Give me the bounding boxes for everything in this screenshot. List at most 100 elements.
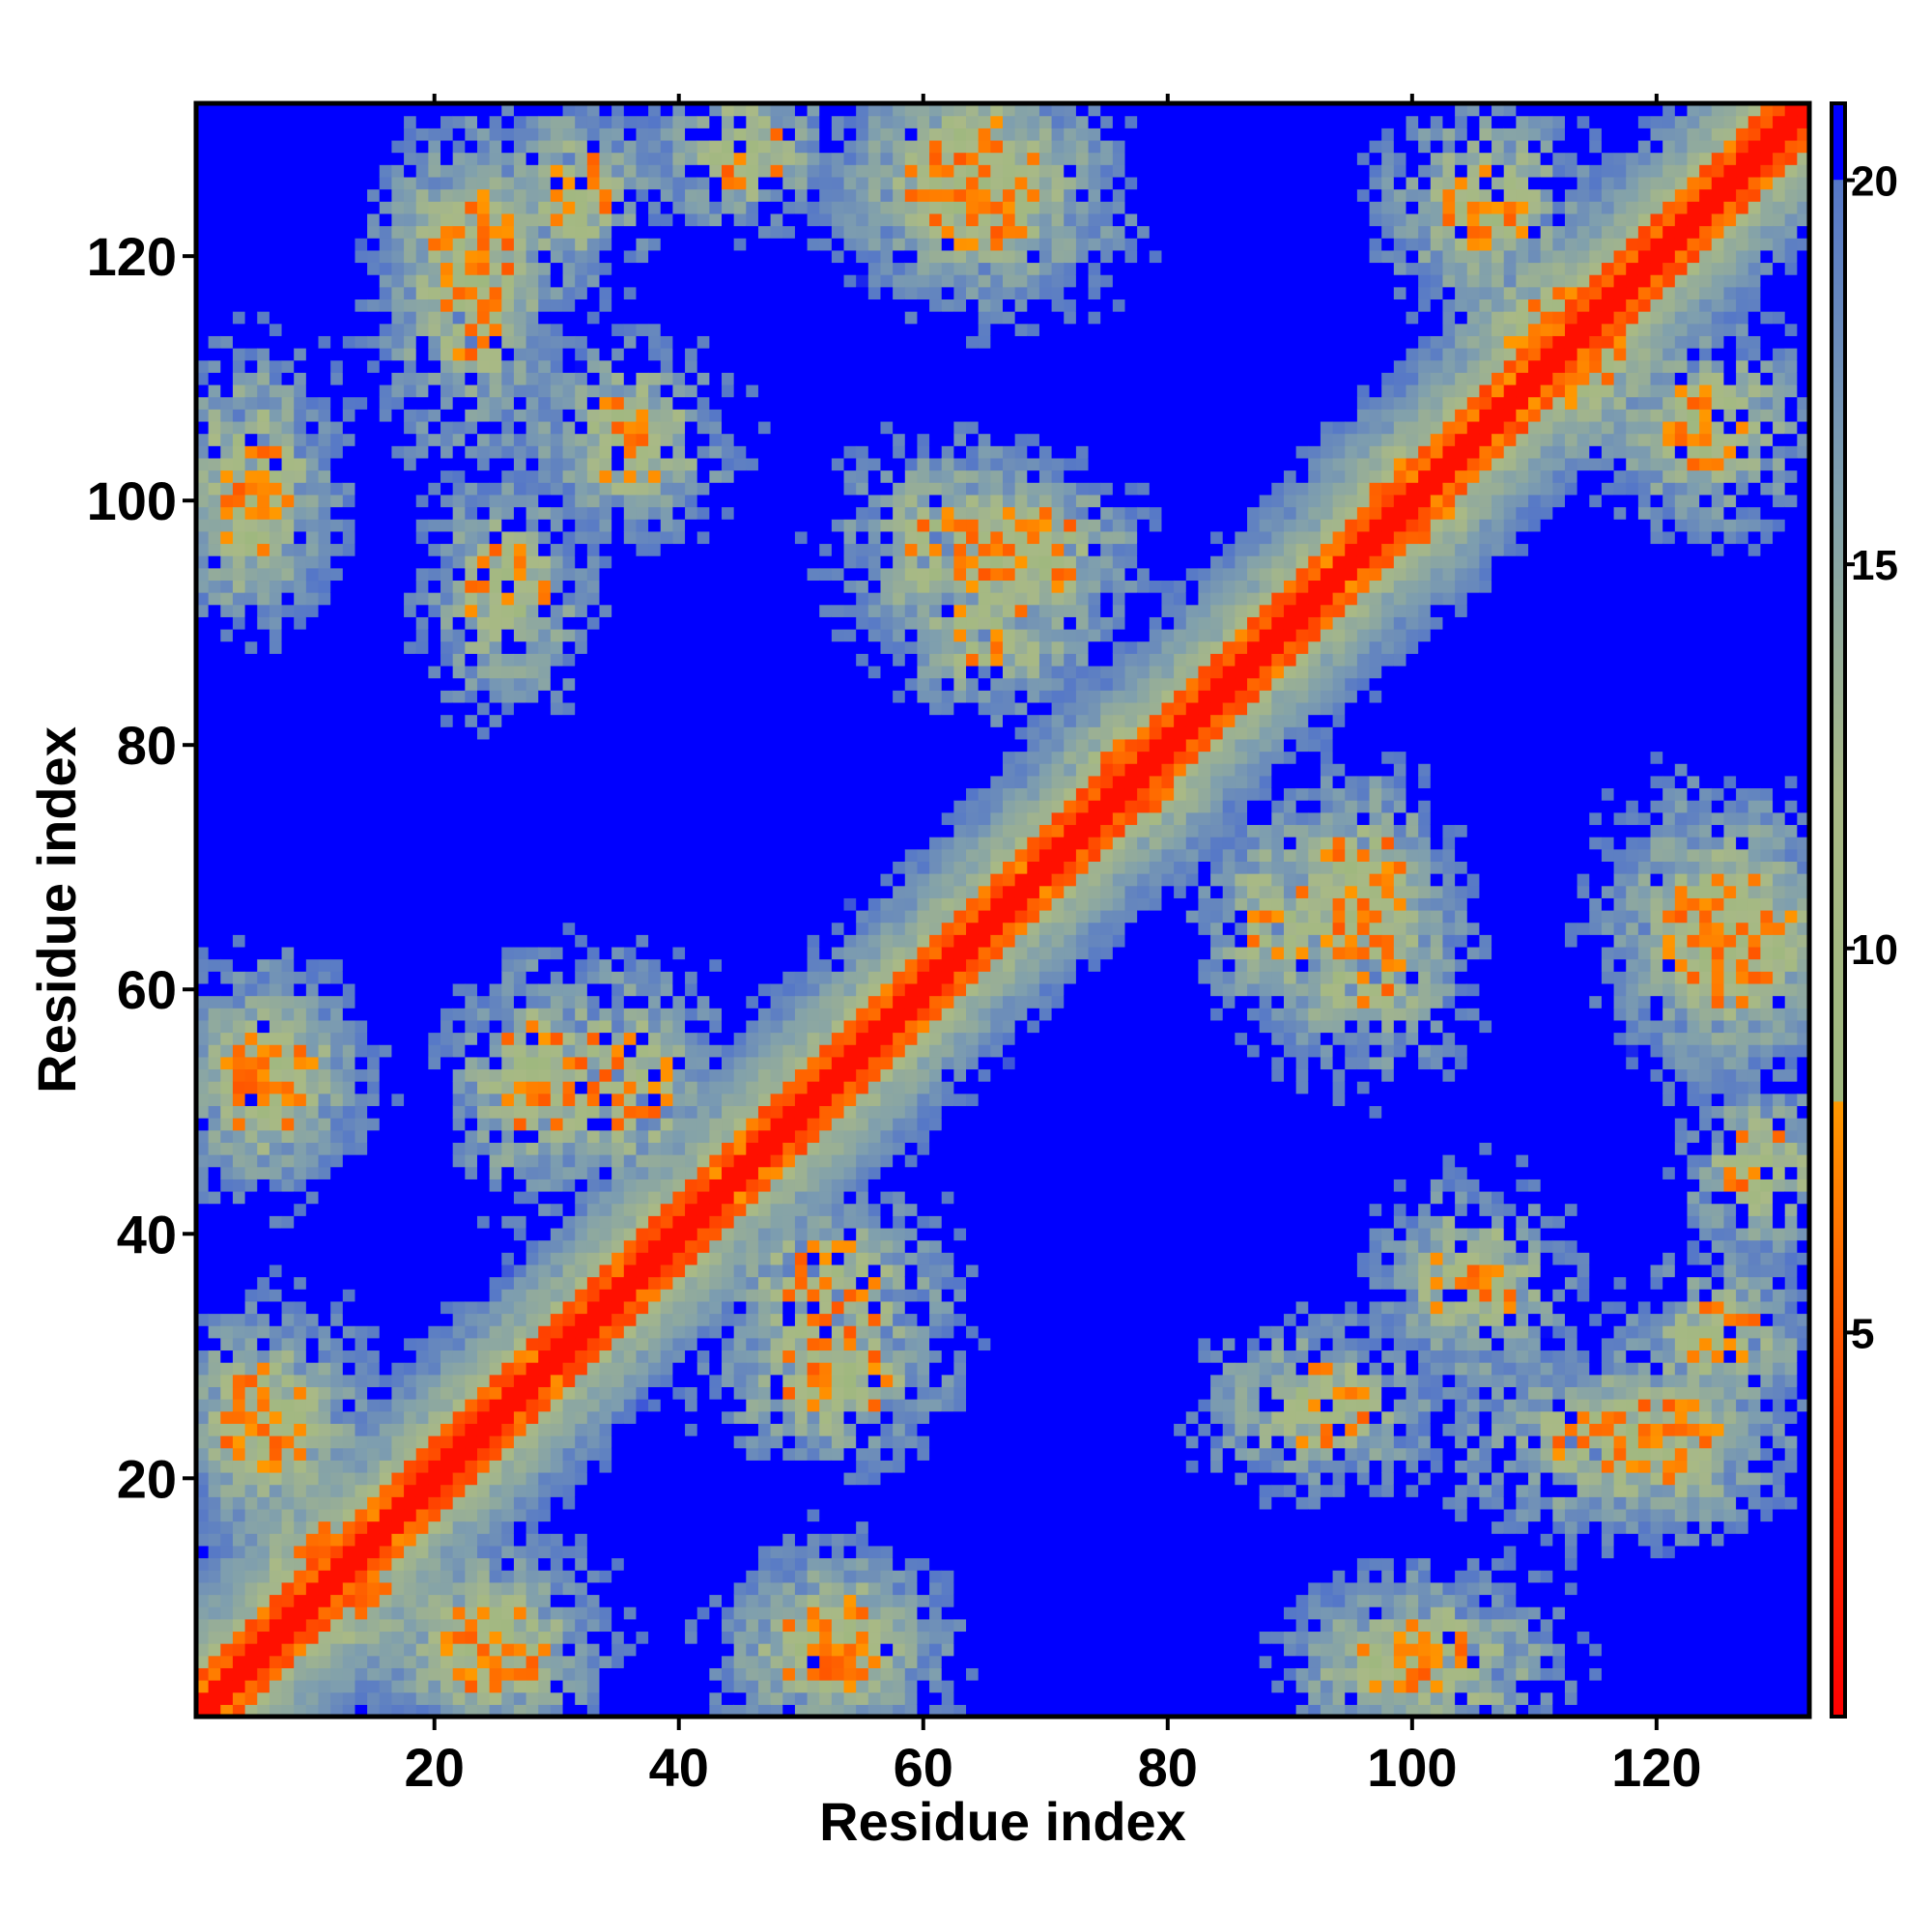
heatmap-cell <box>586 763 601 777</box>
heatmap-cell <box>294 335 307 349</box>
heatmap-cell <box>599 238 612 251</box>
heatmap-cell <box>611 714 625 727</box>
heatmap-cell <box>196 1264 210 1278</box>
heatmap-cell <box>305 286 320 300</box>
heatmap-cell <box>599 1313 612 1326</box>
heatmap-cell <box>599 1093 612 1107</box>
heatmap-cell <box>367 139 381 154</box>
heatmap-cell <box>428 1508 441 1522</box>
heatmap-cell <box>476 1313 491 1326</box>
heatmap-cell <box>379 1276 393 1290</box>
heatmap-cell <box>281 811 295 826</box>
heatmap-cell <box>379 1704 393 1718</box>
heatmap-cell <box>476 653 491 667</box>
heatmap-cell <box>318 1008 331 1021</box>
heatmap-cell <box>611 152 625 165</box>
heatmap-cell <box>476 629 491 642</box>
heatmap-cell <box>648 1044 662 1058</box>
heatmap-cell <box>648 1581 662 1596</box>
heatmap-cell <box>318 982 331 997</box>
heatmap-cell <box>648 1056 662 1070</box>
heatmap-cell <box>538 1704 552 1718</box>
heatmap-cell <box>342 1545 356 1559</box>
heatmap-cell <box>550 1460 564 1473</box>
heatmap-cell <box>257 1203 270 1216</box>
heatmap-cell <box>415 1362 429 1376</box>
heatmap-cell <box>294 1190 307 1205</box>
heatmap-cell <box>526 873 539 887</box>
heatmap-cell <box>330 800 344 813</box>
heatmap-cell <box>599 469 612 483</box>
heatmap-cell <box>575 311 588 325</box>
heatmap-cell <box>294 1227 307 1241</box>
heatmap-cell <box>648 1667 662 1681</box>
heatmap-cell <box>305 1447 320 1461</box>
heatmap-cell <box>599 1154 612 1168</box>
heatmap-cell <box>501 934 515 948</box>
heatmap-cell <box>208 848 221 862</box>
heatmap-cell <box>428 640 441 654</box>
heatmap-cell <box>257 1227 270 1241</box>
heatmap-cell <box>550 1081 564 1094</box>
heatmap-cell <box>208 885 221 898</box>
heatmap-cell <box>220 640 234 654</box>
heatmap-cell <box>367 1008 381 1021</box>
heatmap-cell <box>232 1239 246 1253</box>
heatmap-cell <box>269 653 283 667</box>
heatmap-cell <box>562 1350 576 1363</box>
heatmap-cell <box>269 420 283 435</box>
heatmap-cell <box>330 396 344 410</box>
heatmap-cell <box>428 238 441 251</box>
heatmap-cell <box>513 1631 527 1644</box>
heatmap-cell <box>232 1435 246 1449</box>
heatmap-cell <box>391 188 405 202</box>
heatmap-cell <box>208 433 221 446</box>
heatmap-cell <box>244 103 258 117</box>
heatmap-cell <box>391 726 405 740</box>
heatmap-cell <box>452 1606 466 1620</box>
heatmap-cell <box>611 1081 625 1094</box>
heatmap-cell <box>562 1460 576 1473</box>
heatmap-cell <box>391 543 405 556</box>
heatmap-cell <box>367 152 381 165</box>
heatmap-cell <box>465 1056 478 1070</box>
heatmap-cell <box>318 1337 331 1351</box>
heatmap-cell <box>562 348 576 361</box>
heatmap-cell <box>575 1460 588 1473</box>
heatmap-cell <box>269 738 283 753</box>
heatmap-cell <box>489 1594 502 1607</box>
heatmap-cell <box>294 1118 307 1131</box>
heatmap-cell <box>220 1508 234 1522</box>
heatmap-cell <box>452 1154 466 1168</box>
heatmap-cell <box>501 1594 515 1607</box>
heatmap-cell <box>623 115 638 128</box>
heatmap-cell <box>196 946 210 960</box>
heatmap-cell <box>208 946 221 960</box>
heatmap-cell <box>550 1545 564 1559</box>
heatmap-cell <box>623 1704 638 1718</box>
heatmap-cell <box>575 1594 588 1607</box>
heatmap-cell <box>244 469 258 483</box>
heatmap-cell <box>648 457 662 471</box>
heatmap-cell <box>367 420 381 435</box>
heatmap-cell <box>489 1667 502 1681</box>
heatmap-cell <box>318 1447 331 1461</box>
heatmap-cell <box>586 1008 601 1021</box>
heatmap-cell <box>489 640 502 654</box>
heatmap-cell <box>562 1032 576 1045</box>
heatmap-cell <box>611 530 625 545</box>
heatmap-cell <box>440 1239 454 1253</box>
heatmap-cell <box>379 1337 393 1351</box>
heatmap-cell <box>330 115 344 128</box>
heatmap-cell <box>281 1118 295 1131</box>
heatmap-cell <box>562 1337 576 1351</box>
heatmap-cell <box>220 824 234 838</box>
heatmap-cell <box>465 348 478 361</box>
heatmap-cell <box>550 1118 564 1131</box>
heatmap-cell <box>232 543 246 556</box>
heatmap-cell <box>404 1337 417 1351</box>
heatmap-cell <box>391 1179 405 1192</box>
heatmap-cell <box>196 1032 210 1045</box>
heatmap-cell <box>318 604 331 617</box>
heatmap-cell <box>391 1129 405 1143</box>
